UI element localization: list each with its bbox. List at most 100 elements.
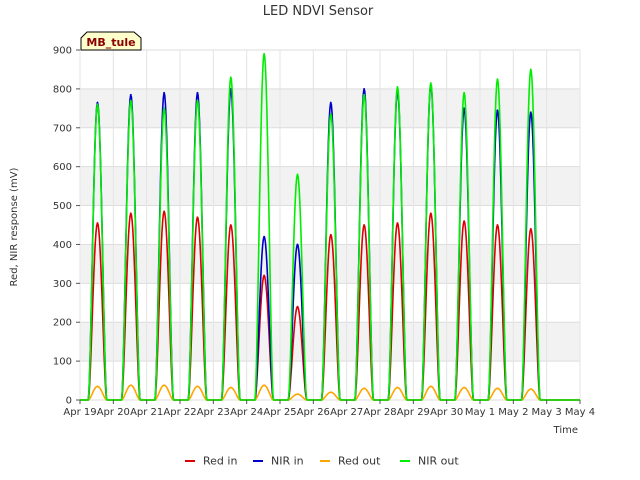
data-point bbox=[96, 222, 99, 224]
grid-band bbox=[80, 244, 580, 284]
data-point bbox=[463, 91, 466, 94]
legend-item: NIR out bbox=[400, 455, 459, 468]
data-point bbox=[429, 212, 432, 215]
data-point bbox=[329, 113, 332, 116]
series-lines bbox=[79, 52, 581, 401]
y-tick-label: 700 bbox=[53, 123, 72, 134]
x-tick-label: May 3 bbox=[532, 407, 562, 418]
x-tick-label: May 1 bbox=[465, 407, 495, 418]
x-tick-label: Apr 28 bbox=[363, 407, 396, 418]
data-point bbox=[163, 107, 166, 110]
series-line bbox=[79, 84, 581, 401]
x-axis-ticks: Apr 19 Apr 20 Apr 21 Apr 22 Apr 23 Apr 24 Apr … bbox=[63, 400, 595, 418]
data-point bbox=[429, 82, 432, 84]
x-tick-label: Apr 19 bbox=[63, 407, 96, 418]
legend-label: Red in bbox=[203, 455, 237, 468]
data-point bbox=[263, 274, 266, 277]
data-point bbox=[196, 91, 199, 94]
x-axis-label: Time bbox=[553, 425, 578, 436]
x-tick-label: May 2 bbox=[498, 407, 528, 418]
data-point bbox=[329, 391, 332, 394]
legend-label: NIR in bbox=[271, 455, 304, 468]
legend-item: Red in bbox=[185, 455, 237, 468]
data-point bbox=[196, 216, 199, 219]
data-point bbox=[496, 78, 499, 81]
data-point bbox=[263, 52, 266, 55]
data-point bbox=[496, 109, 499, 112]
x-tick-label: May 4 bbox=[565, 407, 595, 418]
data-point bbox=[363, 93, 366, 96]
site-annotation: MB_tule bbox=[80, 31, 142, 51]
site-annotation-label: MB_tule bbox=[86, 36, 135, 49]
data-point bbox=[96, 103, 99, 106]
data-point bbox=[296, 173, 299, 176]
legend: Red in NIR in Red out NIR out bbox=[185, 455, 459, 468]
data-point bbox=[196, 99, 199, 102]
data-point bbox=[463, 386, 466, 389]
data-point bbox=[96, 385, 99, 388]
data-point bbox=[263, 235, 266, 238]
data-point bbox=[529, 388, 532, 391]
x-tick-label: Apr 29 bbox=[397, 407, 430, 418]
y-axis-label: Red, NIR response (mV) bbox=[9, 167, 20, 286]
x-tick-label: Apr 26 bbox=[297, 407, 330, 418]
x-tick-label: Apr 21 bbox=[130, 407, 163, 418]
data-point bbox=[329, 233, 332, 236]
y-tick-label: 800 bbox=[53, 84, 72, 95]
data-point bbox=[496, 224, 499, 226]
data-point bbox=[529, 68, 532, 71]
y-tick-label: 900 bbox=[53, 46, 72, 57]
data-point bbox=[329, 101, 332, 104]
grid-band bbox=[80, 322, 580, 362]
x-tick-label: Apr 30 bbox=[430, 407, 463, 418]
series-line bbox=[79, 210, 581, 401]
legend-label: Red out bbox=[338, 455, 381, 468]
data-point bbox=[529, 227, 532, 230]
legend-item: Red out bbox=[320, 455, 381, 468]
data-point bbox=[229, 386, 232, 389]
data-point bbox=[263, 384, 266, 387]
y-tick-label: 300 bbox=[53, 279, 72, 290]
data-point bbox=[196, 385, 199, 388]
data-point bbox=[496, 387, 499, 390]
data-point bbox=[396, 86, 399, 88]
y-tick-label: 0 bbox=[66, 396, 72, 407]
grid-band bbox=[80, 166, 580, 206]
data-point bbox=[463, 107, 466, 110]
y-tick-label: 600 bbox=[53, 162, 72, 173]
data-point bbox=[163, 384, 166, 387]
data-point bbox=[363, 387, 366, 390]
data-point bbox=[396, 386, 399, 389]
legend-label: NIR out bbox=[418, 455, 459, 468]
data-point bbox=[163, 210, 166, 213]
data-point bbox=[296, 305, 299, 308]
x-tick-label: Apr 25 bbox=[263, 407, 296, 418]
series-line bbox=[79, 53, 581, 401]
data-point bbox=[129, 212, 132, 215]
data-point bbox=[129, 384, 132, 387]
x-tick-label: Apr 24 bbox=[230, 407, 263, 418]
data-point bbox=[129, 99, 132, 102]
y-tick-label: 200 bbox=[53, 318, 72, 329]
chart-title: LED NDVI Sensor bbox=[263, 4, 374, 19]
data-point bbox=[363, 87, 366, 90]
x-tick-label: Apr 23 bbox=[197, 407, 230, 418]
data-point bbox=[96, 101, 99, 104]
legend-item: NIR in bbox=[253, 455, 304, 468]
data-point bbox=[463, 220, 466, 223]
y-tick-label: 400 bbox=[53, 240, 72, 251]
data-point bbox=[363, 224, 366, 226]
data-point bbox=[129, 93, 132, 96]
data-point bbox=[396, 222, 399, 224]
data-point bbox=[163, 91, 166, 94]
data-point bbox=[229, 224, 232, 226]
y-tick-label: 500 bbox=[53, 201, 72, 212]
data-point bbox=[296, 393, 299, 396]
x-tick-label: Apr 20 bbox=[97, 407, 130, 418]
data-point bbox=[229, 76, 232, 79]
data-point bbox=[296, 243, 299, 246]
y-tick-label: 100 bbox=[53, 357, 72, 368]
data-point bbox=[529, 111, 532, 114]
x-tick-label: Apr 27 bbox=[330, 407, 363, 418]
